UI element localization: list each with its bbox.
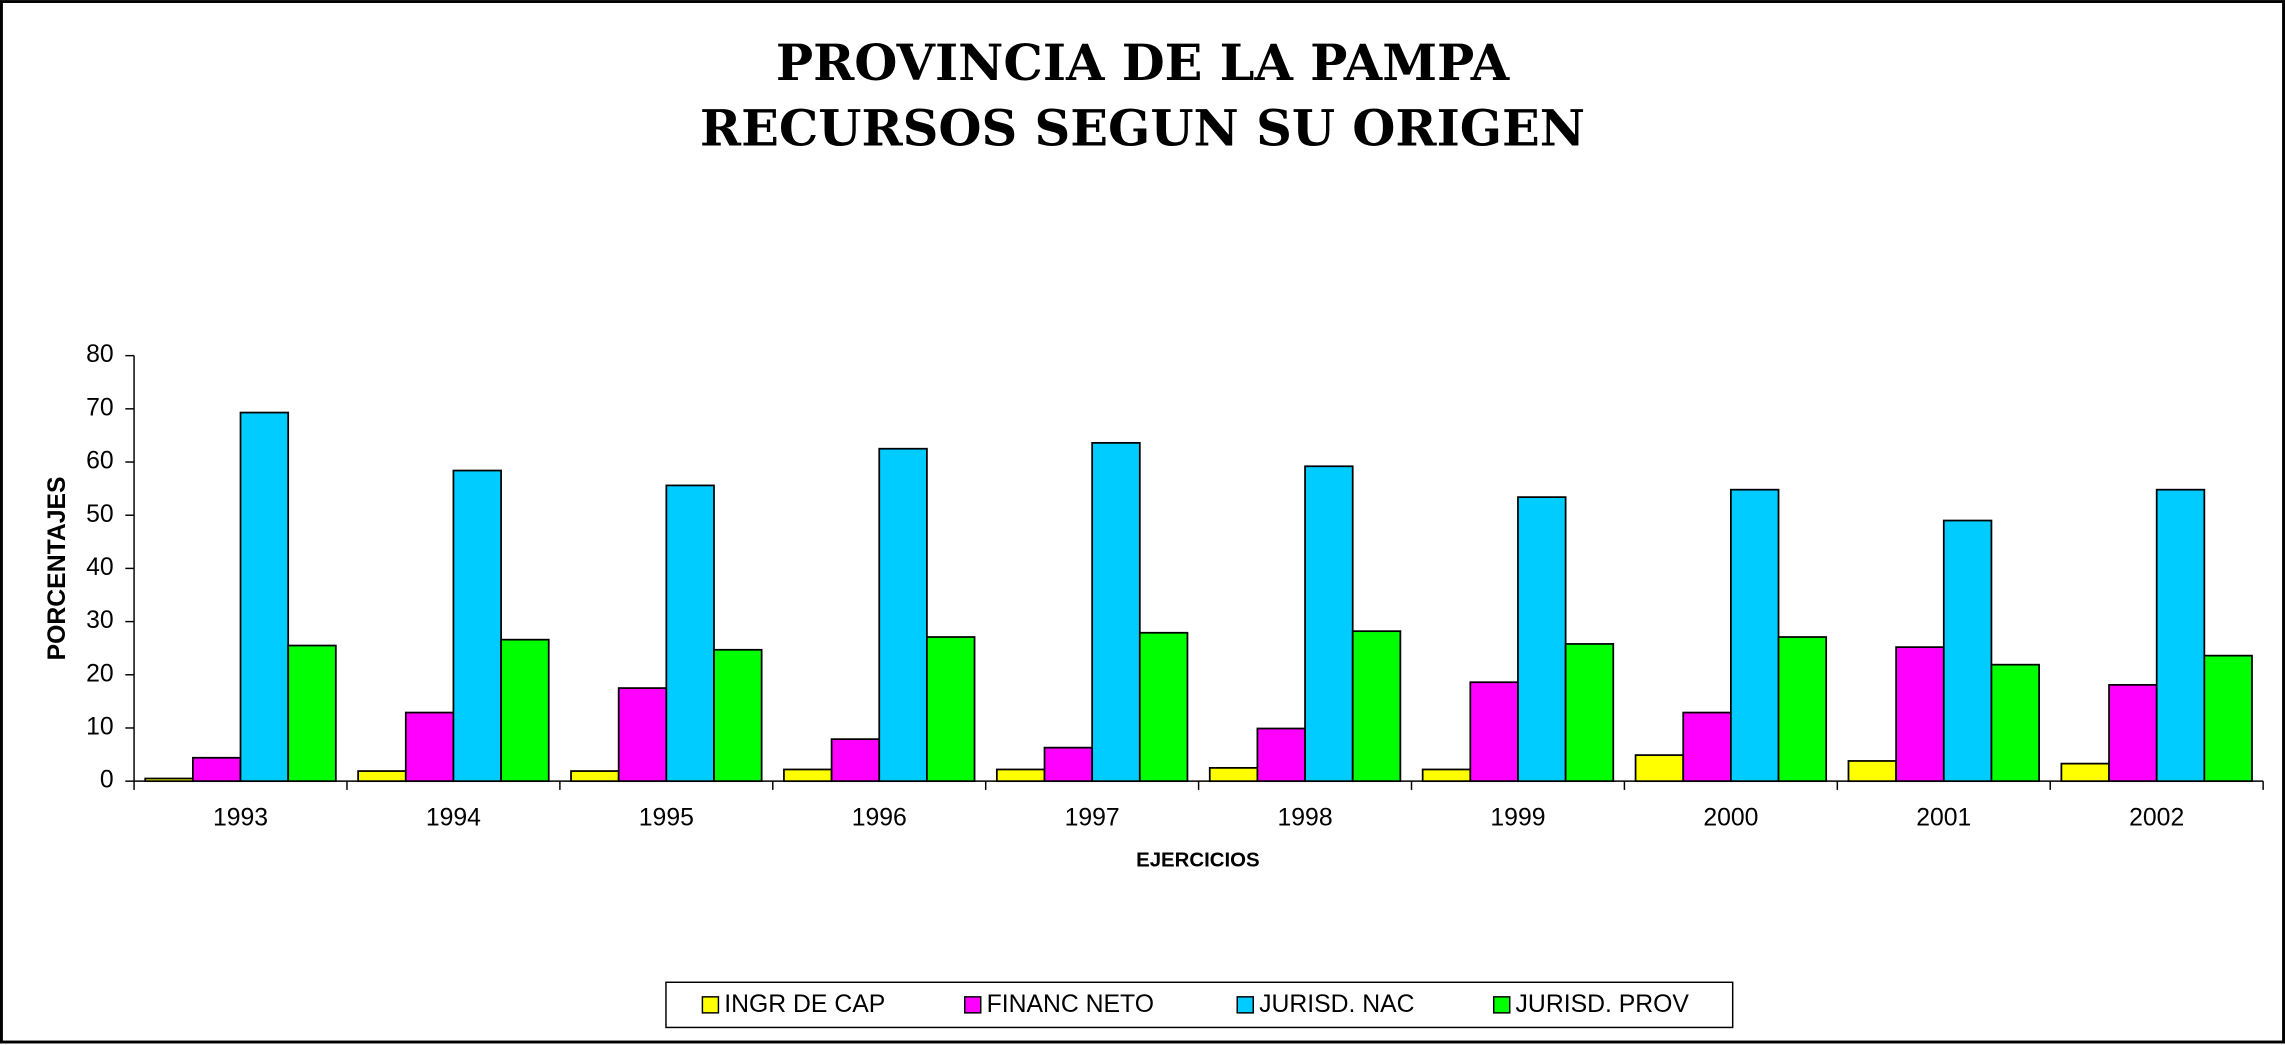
bar [1777,636,1828,783]
x-tick-label: 1994 [426,805,481,832]
bar [1304,465,1354,783]
bar [830,738,881,783]
bar [1942,519,1993,783]
bar [926,636,976,783]
x-axis-label: EJERCICIOS [1136,850,1260,872]
y-tick-label: 60 [86,448,114,475]
bar [1895,646,1945,783]
bar [144,777,194,783]
y-tick-label: 80 [86,341,114,368]
bar [1469,681,1519,783]
bar [2060,762,2110,783]
x-tick-label: 1993 [213,805,268,832]
x-tick-label: 1997 [1065,805,1120,832]
bar [1729,488,1780,783]
y-axis-label: PORCENTAJES [44,476,71,660]
legend-swatch [1492,996,1511,1014]
bar [1847,760,1898,783]
bar [878,447,928,783]
bar [287,644,337,783]
x-tick-label: 1996 [852,805,907,832]
bar [1043,746,1094,783]
bar [783,768,833,783]
bar [1091,442,1141,783]
bar [1564,643,1615,783]
y-tick-label: 10 [86,714,114,741]
bar [665,484,715,783]
bar [1634,754,1685,783]
y-tick-label: 20 [86,660,114,687]
bar [617,687,668,783]
bar [2203,654,2253,783]
bar [452,469,502,783]
legend-label: JURISD. PROV [1516,991,1690,1018]
legend-label: INGR DE CAP [724,991,885,1018]
bar [1351,630,1402,783]
bar [1990,663,2040,783]
bar [2108,684,2158,783]
bar [404,711,455,783]
x-tick-label: 2001 [1916,805,1971,832]
x-tick-label: 2002 [2129,805,2184,832]
legend-swatch [1236,996,1254,1014]
bar [2155,488,2206,783]
y-tick-label: 0 [100,767,114,794]
legend-label: JURISD. NAC [1259,991,1415,1018]
legend-box [665,981,1734,1029]
bar [1138,631,1189,783]
y-tick-label: 40 [86,554,114,581]
bar [1682,711,1732,783]
x-tick-label: 1999 [1490,805,1545,832]
y-tick-label: 70 [86,394,114,421]
x-tick-label: 1995 [639,805,694,832]
bar [500,638,550,783]
legend-swatch [963,996,982,1014]
bar [995,768,1046,783]
bar [1256,727,1306,783]
y-tick-label: 30 [86,607,114,634]
bar [570,770,620,783]
bar [1517,496,1567,783]
y-tick-label: 50 [86,501,114,528]
legend-swatch [701,996,720,1014]
chart-title: PROVINCIA DE LA PAMPA [776,33,1510,92]
bar [1421,768,1472,783]
chart-subtitle: RECURSOS SEGUN SU ORIGEN [700,99,1585,158]
x-tick-label: 2000 [1703,805,1758,832]
bar [357,770,407,783]
legend-label: FINANC NETO [987,991,1154,1018]
bar [239,411,290,783]
bar [713,648,763,783]
bar [191,756,242,783]
bar [1208,766,1259,783]
x-tick-label: 1998 [1278,805,1333,832]
